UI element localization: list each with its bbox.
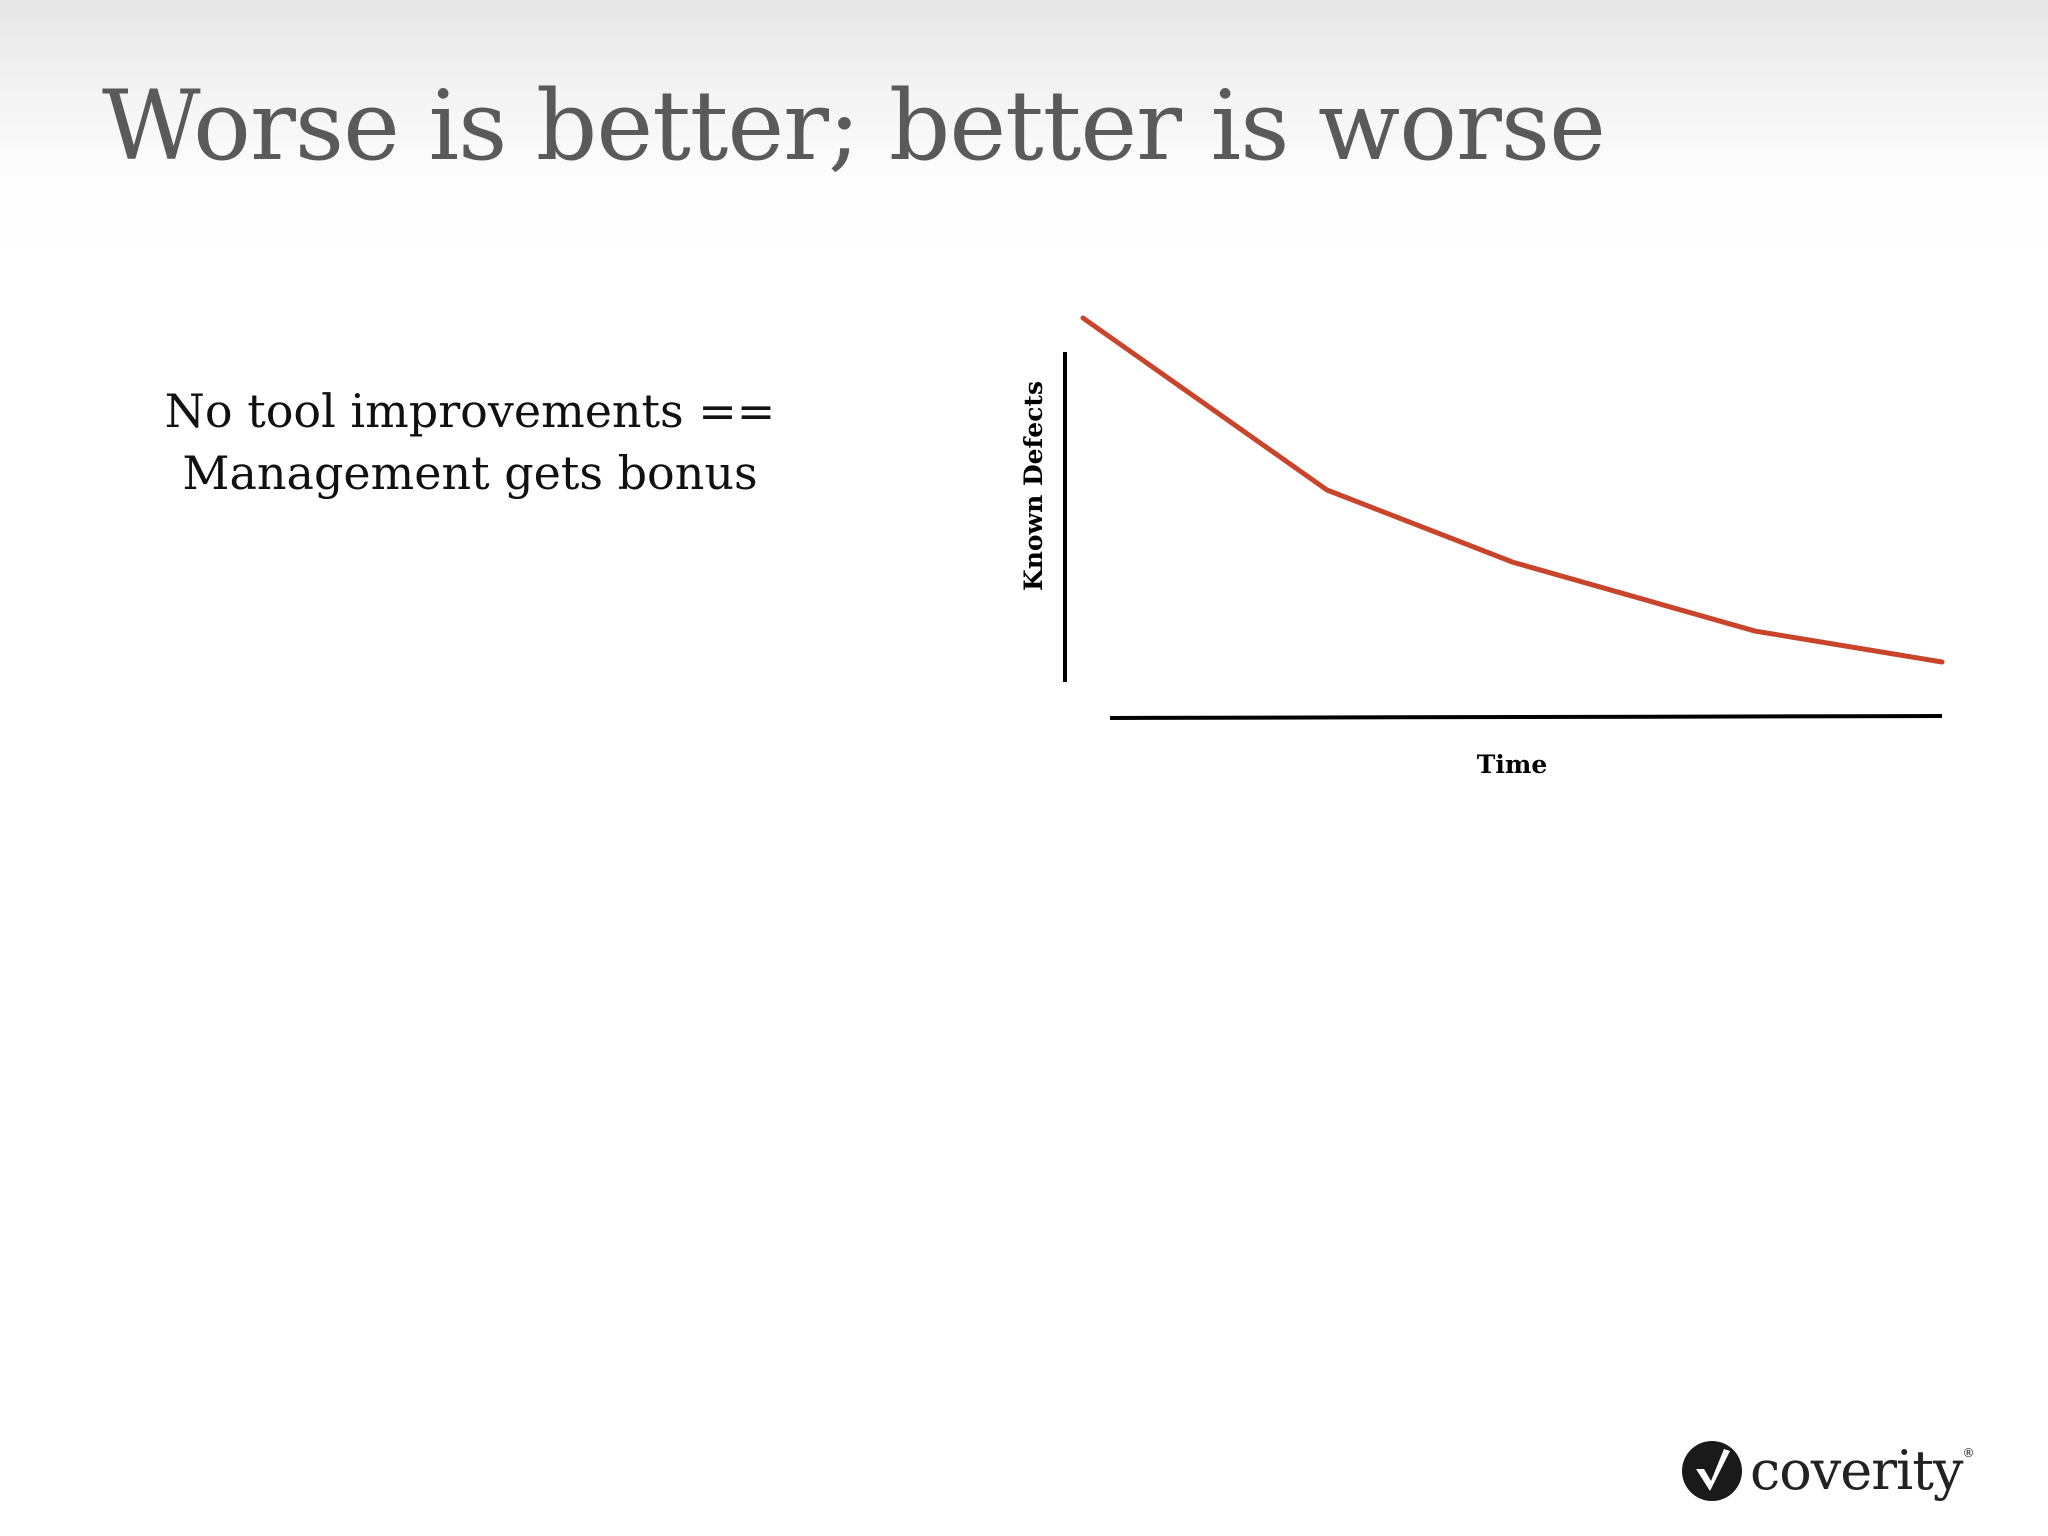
- coverity-check-icon: [1682, 1441, 1742, 1501]
- series-layer: [1080, 315, 1945, 665]
- bullet-line-2: Management gets bonus: [182, 446, 758, 500]
- x-axis-label: Time: [1477, 750, 1547, 779]
- x-axis-line: [1109, 714, 1943, 720]
- logo-wordmark: coverity: [1750, 1439, 1964, 1502]
- bullet-line-1: No tool improvements ==: [164, 384, 776, 438]
- slide-title: Worse is better; better is worse: [102, 70, 1606, 182]
- series-line-0: [1080, 315, 1945, 665]
- y-axis-label: Known Defects: [1019, 381, 1048, 591]
- registered-mark: ®: [1962, 1446, 1975, 1460]
- known-defects-chart: Known Defects Time: [1019, 315, 1945, 779]
- bullet-text: No tool improvements == Management gets …: [140, 380, 800, 504]
- coverity-logo: coverity ®: [1680, 1436, 1975, 1506]
